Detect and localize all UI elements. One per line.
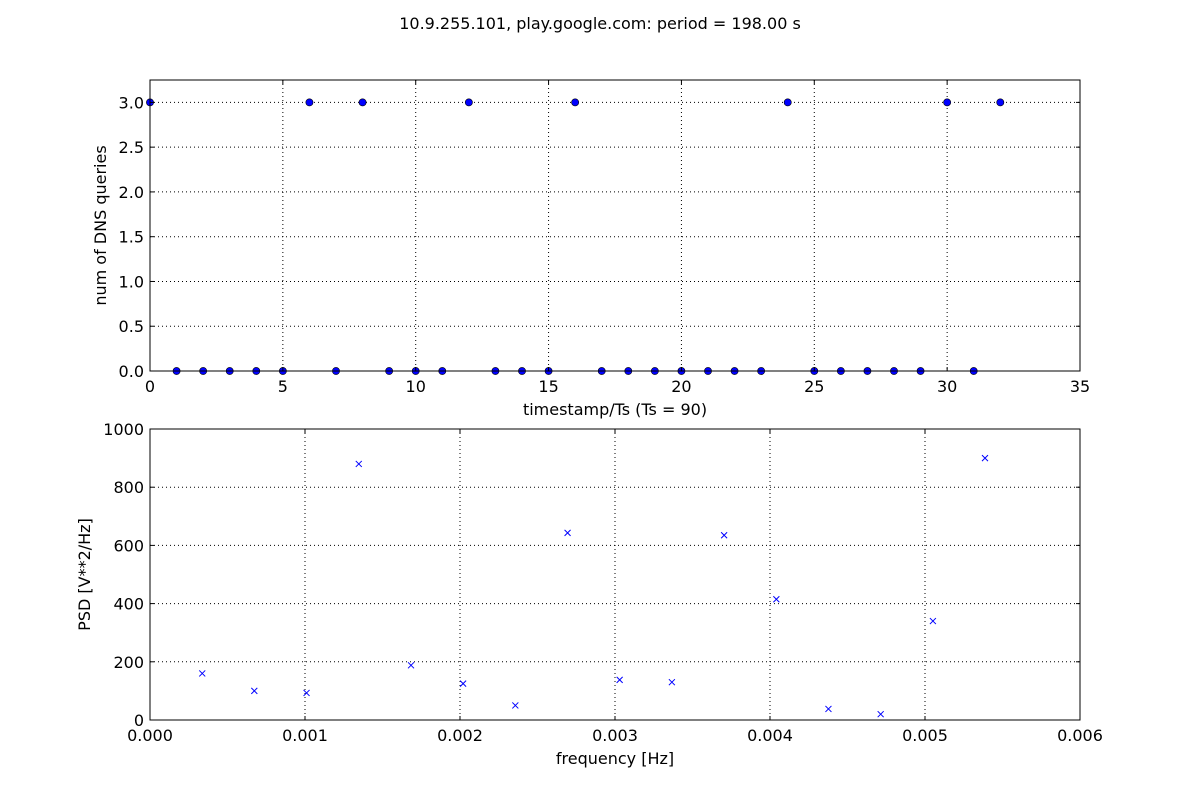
data-point [305, 98, 314, 107]
data-point [303, 689, 310, 697]
x-tick-label: 5 [278, 377, 288, 396]
data-point [825, 705, 832, 713]
x-tick-label: 10 [406, 377, 426, 396]
y-tick-label: 400 [113, 595, 144, 614]
data-point [358, 98, 367, 107]
data-point [459, 680, 467, 687]
x-tick-label: 35 [1070, 377, 1090, 396]
y-tick-label: 0.5 [119, 317, 144, 336]
grid-lines [150, 429, 1080, 720]
x-tick-label: 0.006 [1057, 726, 1103, 745]
plot-background [150, 80, 1080, 371]
x-tick-label: 0.000 [127, 726, 173, 745]
y-tick-label: 0.0 [119, 362, 144, 381]
data-point [355, 460, 363, 468]
dns-queries-plot: 0 5 10 15 20 25 30 35 0.0 0.5 1.0 1.5 2.0 2.5 3.0 time… [91, 79, 1090, 419]
data-point [877, 710, 885, 718]
y-axis-label: num of DNS queries [91, 145, 110, 305]
plot-frame [149, 79, 1081, 372]
y-tick-label: 200 [113, 653, 144, 672]
data-point [198, 670, 206, 677]
axis-ticks: 0.000 0.001 0.002 0.003 0.004 0.005 0.006 0 200 4… [103, 420, 1103, 745]
x-axis-label: timestamp/Ts (Ts = 90) [523, 400, 707, 419]
x-tick-label: 0.001 [282, 726, 328, 745]
data-point [783, 98, 792, 107]
data-point [773, 595, 780, 603]
data-points [146, 98, 1005, 375]
data-point [464, 98, 473, 107]
y-tick-label: 1.5 [119, 228, 144, 247]
data-points [198, 454, 989, 718]
data-point [616, 676, 624, 684]
grid-lines [150, 80, 1080, 371]
data-point [250, 687, 258, 695]
x-tick-label: 25 [804, 377, 824, 396]
data-point [720, 531, 728, 539]
x-tick-label: 0 [145, 377, 155, 396]
data-point [996, 98, 1005, 107]
x-tick-label: 0.005 [902, 726, 948, 745]
plot-background [150, 429, 1080, 720]
data-point [571, 98, 580, 107]
y-tick-label: 1000 [103, 420, 144, 439]
y-tick-label: 2.0 [119, 183, 144, 202]
data-point [511, 702, 519, 709]
data-point [929, 617, 937, 625]
y-tick-label: 0 [134, 711, 144, 730]
x-tick-label: 0.003 [592, 726, 638, 745]
x-tick-label: 20 [671, 377, 691, 396]
data-point [407, 661, 415, 669]
data-point [668, 678, 676, 686]
psd-plot: 0.000 0.001 0.002 0.003 0.004 0.005 0.006 0 200 4… [75, 420, 1103, 768]
x-tick-label: 0.004 [747, 726, 793, 745]
x-tick-label: 15 [538, 377, 558, 396]
x-tick-label: 0.002 [437, 726, 483, 745]
y-tick-label: 600 [113, 536, 144, 555]
x-tick-label: 30 [937, 377, 957, 396]
data-point [981, 454, 989, 462]
figure-title: 10.9.255.101, play.google.com: period = … [399, 14, 801, 33]
y-tick-label: 800 [113, 478, 144, 497]
y-tick-label: 1.0 [119, 272, 144, 291]
data-point [943, 98, 952, 107]
y-axis-label: PSD [V**2/Hz] [75, 518, 94, 631]
y-tick-label: 2.5 [119, 138, 144, 157]
y-tick-label: 3.0 [119, 93, 144, 112]
axis-ticks: 0 5 10 15 20 25 30 35 0.0 0.5 1.0 1.5 2.0 2.5 3.0 [119, 80, 1090, 396]
data-point [564, 529, 571, 537]
x-axis-label: frequency [Hz] [556, 749, 674, 768]
